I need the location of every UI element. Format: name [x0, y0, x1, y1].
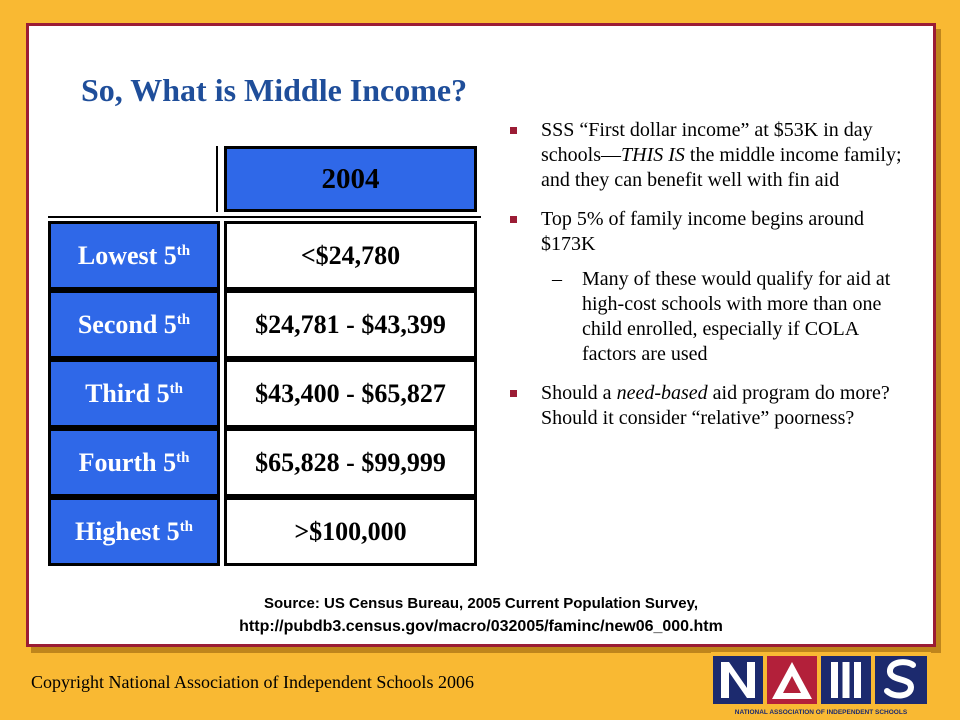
row-value: >$100,000 — [224, 497, 477, 566]
row-value: <$24,780 — [224, 221, 477, 290]
bullet-marker-icon — [510, 390, 517, 397]
table-rule — [48, 216, 481, 218]
source-citation: Source: US Census Bureau, 2005 Current P… — [26, 592, 936, 638]
row-value: $43,400 - $65,827 — [224, 359, 477, 428]
bullet-list: SSS “First dollar income” at $53K in day… — [506, 118, 906, 445]
copyright-text: Copyright National Association of Indepe… — [31, 672, 474, 692]
logo-caption: NATIONAL ASSOCIATION OF INDEPENDENT SCHO… — [735, 709, 908, 716]
table-header-left-rule — [216, 146, 218, 212]
bullet-marker-icon — [510, 216, 517, 223]
nais-logo: NATIONAL ASSOCIATION OF INDEPENDENT SCHO… — [711, 652, 931, 718]
row-value: $65,828 - $99,999 — [224, 428, 477, 497]
table-header-year: 2004 — [224, 146, 477, 212]
bullet-item: Should a need-based aid program do more?… — [506, 381, 906, 431]
bullet-marker-icon — [510, 127, 517, 134]
dash-marker: – — [552, 268, 562, 290]
bullet-item: Top 5% of family income begins around $1… — [506, 207, 906, 257]
row-value: $24,781 - $43,399 — [224, 290, 477, 359]
slide-title: So, What is Middle Income? — [81, 72, 468, 108]
source-url: http://pubdb3.census.gov/macro/032005/fa… — [239, 618, 723, 635]
source-text: Source: US Census Bureau, 2005 Current P… — [263, 595, 698, 612]
sub-bullet-item: – Many of these would qualify for aid at… — [552, 268, 891, 365]
bullet-item: SSS “First dollar income” at $53K in day… — [506, 118, 906, 193]
